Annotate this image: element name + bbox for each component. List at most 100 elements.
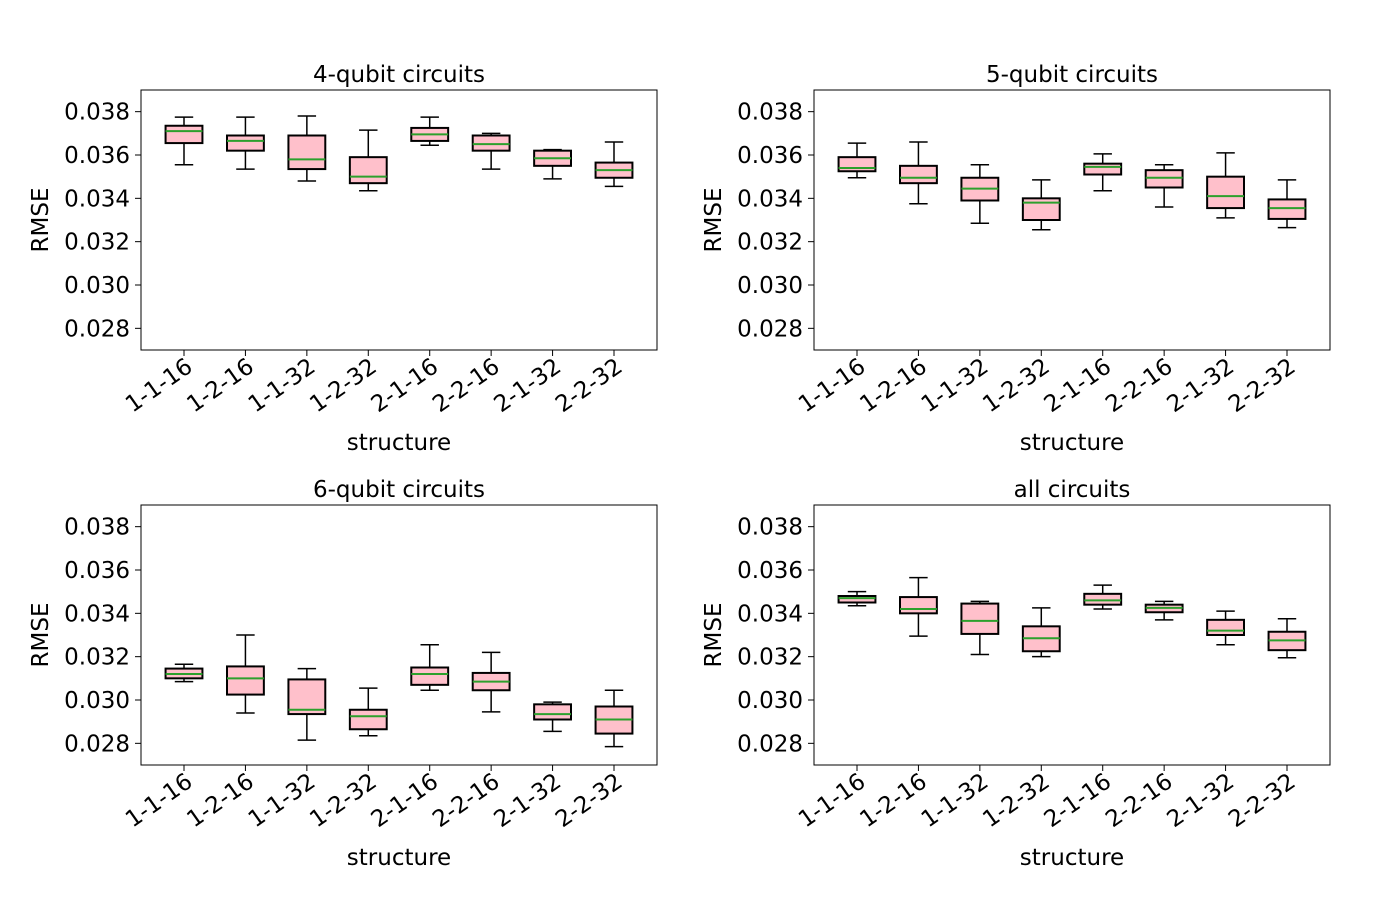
box-2-1-16 (410, 644, 450, 691)
iqr-box (348, 708, 388, 731)
x-tick-label: 1-2-16 (855, 769, 931, 833)
iqr-box (1083, 162, 1123, 176)
x-tick-label: 1-2-16 (855, 354, 931, 418)
x-tick-label: 2-1-16 (367, 769, 443, 833)
iqr-box (837, 156, 877, 173)
iqr-box (164, 124, 204, 145)
x-tick-label: 2-2-32 (1224, 354, 1300, 418)
box-1-2-16 (226, 116, 265, 170)
subplot-title: 6-qubit circuits (313, 477, 485, 503)
x-tick-label: 2-1-16 (367, 354, 443, 418)
x-tick-label: 2-2-16 (1101, 354, 1177, 418)
x-tick-label: 2-1-32 (1163, 354, 1239, 418)
y-tick-label: 0.038 (737, 515, 803, 541)
y-tick-label: 0.038 (64, 515, 130, 541)
y-tick-label: 0.038 (64, 100, 130, 126)
iqr-box (1144, 169, 1184, 189)
iqr-box (899, 164, 938, 185)
iqr-box (1083, 592, 1123, 606)
y-tick-label: 0.032 (64, 645, 130, 671)
x-tick-label: 2-2-32 (551, 354, 627, 418)
axes-frame (813, 89, 1331, 351)
box-1-2-32 (1021, 607, 1061, 658)
x-tick-label: 1-1-16 (794, 354, 870, 418)
axes-frame (140, 504, 658, 766)
subplot-1: 4-qubit circuits 0.028 0.030 0.032 0.034 0.03… (28, 62, 658, 456)
subplot-title: 4-qubit circuits (313, 62, 485, 88)
x-tick-label: 2-2-32 (1224, 769, 1300, 833)
x-tick-label: 2-2-16 (428, 354, 504, 418)
box-2-1-32 (1206, 610, 1245, 646)
x-tick-label: 1-1-32 (244, 769, 320, 833)
box-2-2-32 (594, 689, 634, 748)
box-2-2-32 (594, 141, 634, 188)
box-2-2-32 (1267, 618, 1307, 659)
iqr-box (1021, 197, 1061, 221)
box-2-1-16 (1083, 153, 1123, 192)
x-axis-label: structure (347, 430, 451, 456)
iqr-box (837, 595, 877, 604)
x-tick-label: 2-2-16 (1101, 769, 1177, 833)
y-axis-label: RMSE (28, 603, 54, 668)
x-tick-label: 1-1-16 (121, 354, 197, 418)
box-1-1-16 (164, 116, 204, 166)
x-tick-label: 1-1-16 (121, 769, 197, 833)
y-tick-label: 0.032 (737, 230, 803, 256)
x-axis-label: structure (1020, 845, 1124, 871)
y-tick-label: 0.028 (737, 316, 803, 342)
box-2-1-16 (1083, 584, 1123, 610)
x-tick-label: 2-1-16 (1040, 769, 1116, 833)
y-tick-label: 0.034 (64, 186, 130, 212)
box-1-1-16 (837, 142, 877, 179)
box-2-1-16 (410, 116, 450, 146)
x-tick-label: 1-1-32 (917, 769, 993, 833)
subplot-title: 5-qubit circuits (986, 62, 1158, 88)
iqr-box (899, 596, 938, 615)
y-tick-label: 0.028 (737, 731, 803, 757)
x-tick-label: 1-1-16 (794, 769, 870, 833)
iqr-box (1206, 175, 1245, 210)
x-tick-label: 1-2-16 (182, 354, 258, 418)
box-2-2-16 (1144, 600, 1184, 621)
axes-frame (140, 89, 658, 351)
y-tick-label: 0.036 (737, 143, 803, 169)
iqr-box (410, 666, 450, 686)
y-tick-label: 0.036 (64, 558, 130, 584)
y-tick-label: 0.034 (737, 186, 803, 212)
box-1-1-16 (164, 663, 204, 683)
iqr-box (287, 134, 327, 171)
iqr-box (960, 602, 1000, 635)
y-tick-label: 0.032 (64, 230, 130, 256)
box-1-1-32 (287, 667, 327, 741)
x-axis-label: structure (1020, 430, 1124, 456)
y-tick-label: 0.030 (64, 688, 130, 714)
y-tick-label: 0.036 (64, 143, 130, 169)
y-tick-label: 0.028 (64, 731, 130, 757)
x-tick-label: 2-1-16 (1040, 354, 1116, 418)
box-2-2-32 (1267, 179, 1307, 229)
x-tick-label: 1-2-32 (978, 354, 1054, 418)
iqr-box (226, 134, 265, 152)
y-tick-label: 0.034 (737, 601, 803, 627)
y-tick-label: 0.030 (64, 273, 130, 299)
y-tick-label: 0.028 (64, 316, 130, 342)
x-tick-label: 1-2-32 (305, 354, 381, 418)
x-tick-label: 1-2-32 (305, 769, 381, 833)
y-axis-label: RMSE (701, 603, 727, 668)
y-axis-label: RMSE (28, 188, 54, 253)
box-1-2-16 (226, 634, 265, 714)
y-tick-label: 0.030 (737, 688, 803, 714)
box-2-2-16 (471, 132, 511, 170)
subplot-4: all circuits 0.028 0.030 0.032 0.034 0.036 0.0… (701, 477, 1331, 871)
x-tick-label: 2-1-32 (1163, 769, 1239, 833)
iqr-box (1267, 198, 1307, 220)
box-1-2-16 (899, 576, 938, 637)
x-tick-label: 1-2-32 (978, 769, 1054, 833)
y-tick-label: 0.032 (737, 645, 803, 671)
iqr-box (1206, 618, 1245, 636)
x-tick-label: 2-1-32 (490, 769, 566, 833)
box-1-1-16 (837, 590, 877, 607)
box-2-2-16 (1144, 164, 1184, 208)
subplot-2: 5-qubit circuits 0.028 0.030 0.032 0.034 0.03… (701, 62, 1331, 456)
